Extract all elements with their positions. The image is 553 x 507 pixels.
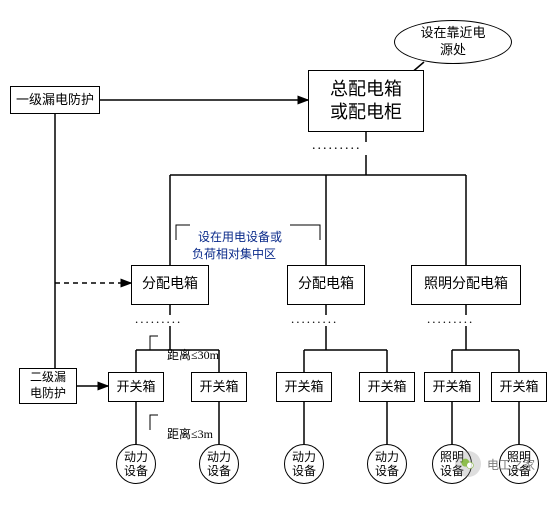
- node-label: 照明分配电箱: [424, 276, 508, 294]
- node-label: 动力 设备: [375, 450, 399, 479]
- callout-text: 设在靠近电 源处: [420, 25, 485, 59]
- node-switch-6: 开关箱: [491, 372, 547, 402]
- node-label: 开关箱: [432, 379, 471, 396]
- node-label: 一级漏电防护: [16, 92, 94, 109]
- node-label: 动力 设备: [292, 450, 316, 479]
- node-switch-4: 开关箱: [359, 372, 415, 402]
- callout-bubble: 设在靠近电 源处: [394, 20, 512, 64]
- node-label: 总配电箱 或配电柜: [330, 78, 402, 125]
- node-label: 二级漏 电防护: [30, 370, 66, 401]
- node-dist-box-3: 照明分配电箱: [411, 265, 521, 305]
- node-label: 开关箱: [367, 379, 406, 396]
- node-label: 动力 设备: [207, 450, 231, 479]
- node-label: 开关箱: [284, 379, 323, 396]
- annotation-text: 距离≤30m: [167, 348, 219, 362]
- dots-under-dist2: .........: [291, 311, 338, 327]
- node-dist-box-1: 分配电箱: [131, 265, 209, 305]
- annotation-mid-note: 设在用电设备或 负荷相对集中区: [192, 213, 282, 262]
- node-label: 动力 设备: [124, 450, 148, 479]
- annotation-distance-30m: 距离≤30m: [161, 331, 219, 363]
- annotation-distance-3m: 距离≤3m: [161, 410, 213, 442]
- node-dist-box-2: 分配电箱: [287, 265, 365, 305]
- watermark: 电工之家: [455, 451, 535, 477]
- node-label: 分配电箱: [142, 276, 198, 294]
- wechat-icon: [455, 451, 481, 477]
- node-device-4: 动力 设备: [367, 444, 407, 484]
- node-device-2: 动力 设备: [199, 444, 239, 484]
- node-leakage-protect-1: 一级漏电防护: [10, 86, 100, 114]
- node-label: 开关箱: [199, 379, 238, 396]
- node-switch-3: 开关箱: [276, 372, 332, 402]
- watermark-text: 电工之家: [487, 456, 535, 473]
- node-switch-2: 开关箱: [191, 372, 247, 402]
- node-leakage-protect-2: 二级漏 电防护: [19, 368, 77, 404]
- node-device-1: 动力 设备: [116, 444, 156, 484]
- node-main-distribution-box: 总配电箱 或配电柜: [308, 70, 424, 132]
- node-switch-5: 开关箱: [424, 372, 480, 402]
- node-label: 开关箱: [116, 379, 155, 396]
- node-device-3: 动力 设备: [284, 444, 324, 484]
- dots-under-dist1: .........: [135, 311, 182, 327]
- annotation-text: 设在用电设备或 负荷相对集中区: [192, 230, 282, 261]
- annotation-text: 距离≤3m: [167, 427, 213, 441]
- dots-under-main: .........: [312, 138, 362, 154]
- node-switch-1: 开关箱: [108, 372, 164, 402]
- node-label: 分配电箱: [298, 276, 354, 294]
- dots-under-dist3: .........: [427, 311, 474, 327]
- node-label: 开关箱: [499, 379, 538, 396]
